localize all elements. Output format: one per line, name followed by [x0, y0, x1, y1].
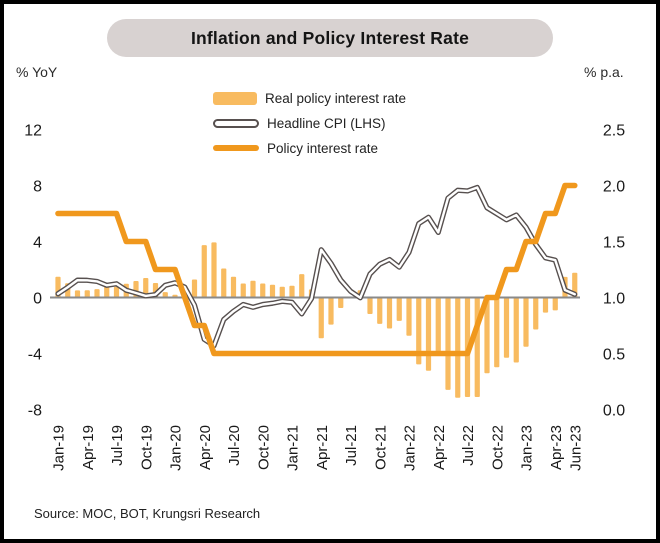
- legend-label: Real policy interest rate: [265, 90, 407, 106]
- svg-text:Jan-20: Jan-20: [168, 425, 185, 471]
- chart-title: Inflation and Policy Interest Rate: [190, 27, 470, 48]
- title-pill: Inflation and Policy Interest Rate: [107, 19, 553, 57]
- svg-text:Apr-21: Apr-21: [314, 425, 331, 470]
- legend-item-headline-cpi: Headline CPI (LHS): [213, 112, 406, 134]
- thick-line-swatch-icon: [213, 145, 259, 151]
- bar-swatch-icon: [213, 91, 257, 105]
- legend-label: Policy interest rate: [267, 140, 379, 156]
- svg-text:Jul-22: Jul-22: [460, 425, 477, 466]
- double-line-swatch-icon: [213, 118, 259, 128]
- svg-text:Jan-22: Jan-22: [402, 425, 419, 471]
- svg-text:-8: -8: [28, 403, 42, 420]
- svg-text:Apr-22: Apr-22: [431, 425, 448, 470]
- left-axis-unit: % YoY: [16, 64, 58, 80]
- legend-item-real-policy-rate: Real policy interest rate: [213, 87, 406, 109]
- source-text: Source: MOC, BOT, Krungsri Research: [34, 506, 261, 521]
- svg-text:Apr-20: Apr-20: [197, 425, 214, 470]
- svg-text:8: 8: [33, 179, 42, 196]
- svg-text:2.0: 2.0: [603, 179, 625, 196]
- svg-text:0: 0: [33, 291, 42, 308]
- svg-text:Jan-23: Jan-23: [519, 425, 536, 471]
- svg-text:0.5: 0.5: [603, 347, 625, 364]
- svg-text:Apr-19: Apr-19: [80, 425, 97, 470]
- svg-text:0.0: 0.0: [603, 403, 625, 420]
- svg-text:Oct-21: Oct-21: [372, 425, 389, 470]
- svg-text:Jan-19: Jan-19: [51, 425, 68, 471]
- svg-text:Jan-21: Jan-21: [285, 425, 302, 471]
- svg-text:Oct-22: Oct-22: [489, 425, 506, 470]
- svg-text:Jun-23: Jun-23: [567, 425, 584, 471]
- legend-item-policy-rate: Policy interest rate: [213, 137, 406, 159]
- svg-text:Oct-19: Oct-19: [138, 425, 155, 470]
- legend: Real policy interest rate Headline CPI (…: [213, 87, 406, 159]
- svg-text:12: 12: [24, 123, 42, 140]
- svg-text:Oct-20: Oct-20: [255, 425, 272, 470]
- svg-text:4: 4: [33, 235, 42, 252]
- svg-text:2.5: 2.5: [603, 123, 625, 140]
- svg-text:Jul-20: Jul-20: [226, 425, 243, 466]
- svg-text:1.0: 1.0: [603, 291, 625, 308]
- legend-label: Headline CPI (LHS): [267, 115, 386, 131]
- right-axis-unit: % p.a.: [584, 64, 624, 80]
- svg-text:-4: -4: [28, 347, 42, 364]
- svg-text:1.5: 1.5: [603, 235, 625, 252]
- svg-text:Jul-21: Jul-21: [343, 425, 360, 466]
- svg-text:Jul-19: Jul-19: [109, 425, 126, 466]
- svg-text:Apr-23: Apr-23: [548, 425, 565, 470]
